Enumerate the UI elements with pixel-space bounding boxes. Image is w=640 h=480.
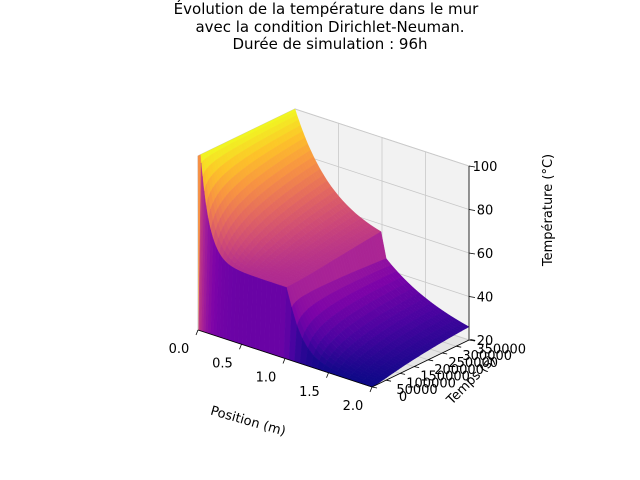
title-line-1: Évolution de la température dans le mur (174, 0, 479, 18)
z-tick-mark (468, 296, 476, 298)
y-tick-mark (456, 345, 462, 348)
x-tick-label: 2.0 (343, 399, 364, 414)
x-axis-label: Position (m) (209, 404, 288, 440)
z-tick-mark (468, 339, 476, 342)
y-tick-mark (371, 386, 378, 389)
x-tick-mark (369, 386, 373, 393)
x-tick-label: 1.0 (256, 371, 277, 386)
y-tick-label: 100000 (406, 376, 456, 391)
y-tick-mark (470, 339, 476, 341)
z-tick-label: 40 (477, 291, 494, 306)
y-tick-label: 250000 (448, 356, 498, 371)
y-tick-mark (385, 379, 392, 382)
z-axis-label: Température (°C) (541, 154, 556, 267)
z-tick-label: 60 (477, 247, 494, 262)
y-tick-label: 50000 (396, 383, 437, 398)
x-tick-label: 0.5 (212, 356, 233, 371)
y-axis-line (371, 339, 470, 388)
y-tick-mark (442, 352, 448, 355)
z-tick-label: 100 (473, 160, 498, 175)
y-tick-label: 200000 (434, 363, 484, 378)
y-tick-mark (428, 359, 434, 362)
chart-title: Évolution de la température dans le mur … (174, 0, 479, 53)
grid-z-back (294, 108, 470, 167)
x-tick-label: 1.5 (299, 385, 320, 400)
x-tick-mark (326, 372, 329, 378)
title-line-2: avec la condition Dirichlet-Neuman. (195, 18, 464, 36)
z-tick-mark (468, 165, 476, 168)
y-tick-mark (414, 366, 420, 368)
y-tick-mark (399, 373, 406, 375)
z-tick-label: 20 (477, 334, 494, 349)
z-tick-label: 80 (477, 204, 494, 219)
x-tick-mark (282, 358, 286, 364)
temperature-surface (197, 108, 470, 388)
x-tick-label: 0.0 (169, 342, 190, 357)
x-tick-mark (239, 344, 242, 350)
y-tick-label: 300000 (462, 349, 512, 364)
x-tick-mark (195, 329, 199, 336)
grid-z-back (294, 152, 470, 210)
y-tick-label: 350000 (476, 342, 526, 357)
title-line-3: Durée de simulation : 96h (232, 35, 427, 53)
tick-labels: 0.00.51.01.52.00500001000001500002000002… (169, 160, 526, 414)
z-tick-mark (468, 252, 476, 255)
y-tick-label: 0 (399, 390, 407, 405)
z-tick-mark (468, 209, 476, 211)
y-tick-label: 150000 (420, 370, 470, 385)
